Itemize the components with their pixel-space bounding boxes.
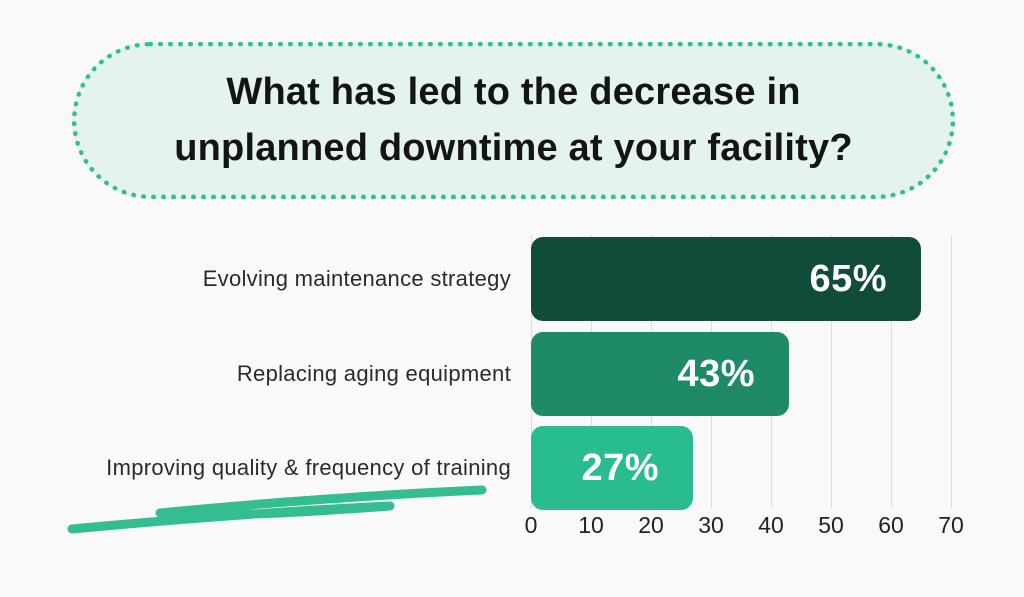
x-axis-tick-label: 60 [878,512,904,538]
title-line-1: What has led to the decrease in [226,71,801,114]
x-axis-tick-label: 70 [938,512,964,538]
title-bubble: What has led to the decrease in unplanne… [72,42,955,199]
x-axis-tick-label: 10 [578,512,604,538]
page-title: What has led to the decrease in unplanne… [174,65,853,175]
category-labels: Evolving maintenance strategy Replacing a… [20,235,511,508]
gridline [891,235,892,508]
scribble-underline-decoration [67,485,487,534]
x-axis-tick-label: 30 [698,512,724,538]
bar-value-label: 43% [677,352,755,395]
category-label: Improving quality & frequency of trainin… [106,455,511,480]
x-axis-tick-label: 20 [638,512,664,538]
category-label: Replacing aging equipment [236,361,511,386]
bar-value-label: 65% [809,257,887,300]
bar: 43% [531,332,789,416]
bar: 65% [531,237,921,321]
x-axis-tick-label: 40 [758,512,784,538]
title-line-2: unplanned downtime at your facility? [174,126,853,169]
x-axis-tick-label: 0 [524,512,538,538]
x-axis-tick-labels: 0 10 20 30 40 50 60 70 [525,512,964,542]
bar-chart-plot-area: 65% 43% 27% [531,235,952,510]
gridline [951,235,952,508]
category-label: Evolving maintenance strategy [202,266,511,291]
x-axis-tick-label: 50 [818,512,844,538]
bar: 27% [531,426,693,510]
gridline [831,235,832,508]
bar-value-label: 27% [581,446,659,489]
